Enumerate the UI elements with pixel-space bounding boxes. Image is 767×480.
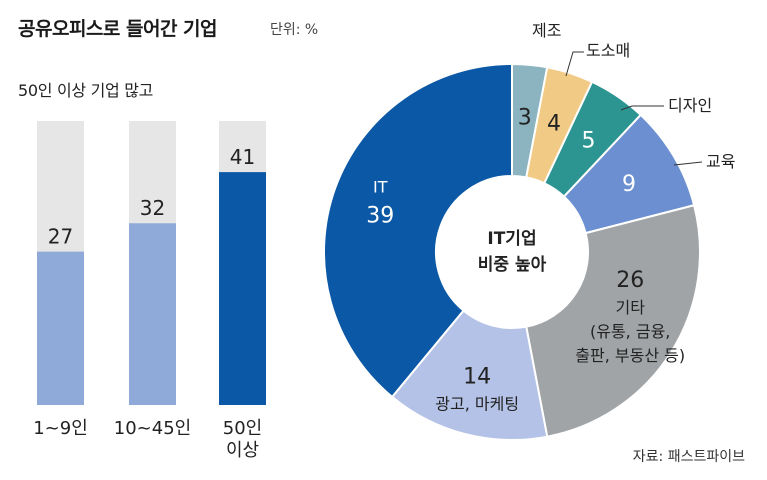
bar-value-label: 32 xyxy=(140,196,165,220)
bar xyxy=(37,251,84,405)
pie-slice xyxy=(323,62,513,399)
bar xyxy=(219,172,266,405)
bar xyxy=(129,223,176,405)
pie-slice-name: IT xyxy=(373,178,388,197)
pie-slice xyxy=(390,309,549,441)
pie-slice xyxy=(525,204,701,438)
pie-value-label: 5 xyxy=(581,129,595,154)
bar-category-label: 50인 xyxy=(223,418,262,439)
pie-value-label: 9 xyxy=(622,172,636,197)
leader-line xyxy=(673,161,703,166)
bar-value-label: 27 xyxy=(48,225,73,249)
leader-line xyxy=(565,51,584,77)
bar-chart-subtitle: 50인 이상 기업 많고 xyxy=(18,81,154,100)
leader-line xyxy=(620,105,664,111)
pie-slice-name: 디자인 xyxy=(668,96,712,115)
pie-value-label: 14 xyxy=(463,365,491,390)
pie-slice-name: 광고, 마케팅 xyxy=(435,395,519,414)
source-note: 자료: 패스트파이브 xyxy=(632,449,745,465)
donut-center-label: 비중 높아 xyxy=(478,255,547,275)
pie-slice-detail: (유통, 금융, xyxy=(590,322,670,341)
donut-center-label: IT기업 xyxy=(487,229,536,249)
pie-slice-detail: 출판, 부동산 등) xyxy=(575,346,685,365)
unit-label: 단위: % xyxy=(270,22,319,38)
chart-title: 공유오피스로 들어간 기업 xyxy=(18,18,218,40)
pie-slice-name: 교육 xyxy=(706,152,735,171)
bar-value-label: 41 xyxy=(230,145,255,169)
bar-category-label: 10~45인 xyxy=(114,418,191,439)
pie-value-label: 4 xyxy=(547,112,561,137)
pie-slice-name: 도소매 xyxy=(586,41,630,60)
pie-slice-name: 기타 xyxy=(615,298,645,317)
pie-value-label: 26 xyxy=(616,268,644,293)
bar-category-label: 1~9인 xyxy=(33,418,88,439)
pie-value-label: 39 xyxy=(366,204,394,229)
pie-slice-name: 제조 xyxy=(532,21,561,40)
bar-category-label: 이상 xyxy=(226,440,259,461)
pie-value-label: 3 xyxy=(518,106,532,131)
